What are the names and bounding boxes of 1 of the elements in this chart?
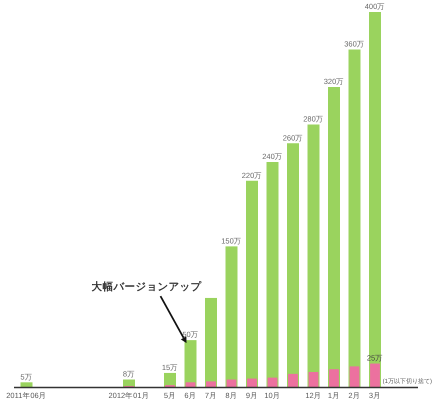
annotation: 大幅バージョンアップ <box>92 281 202 294</box>
